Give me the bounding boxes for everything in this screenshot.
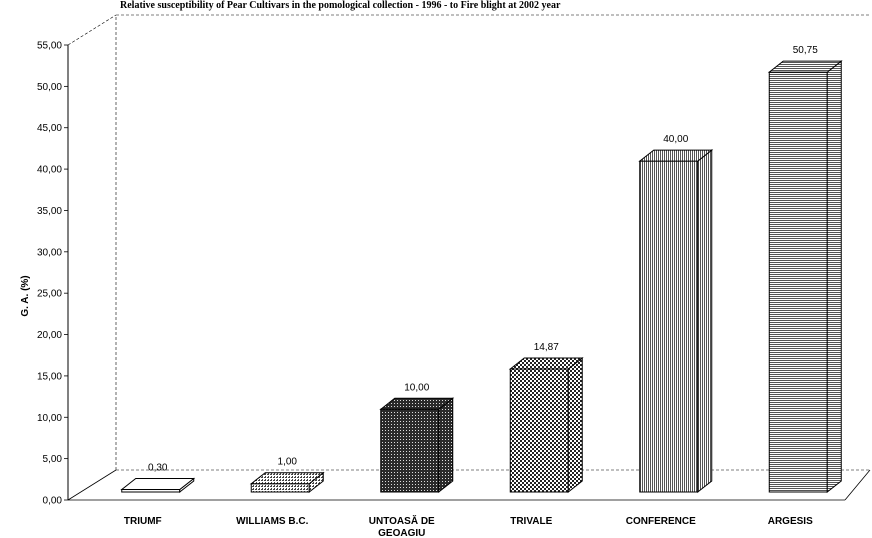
data-label: 10,00 [404,382,429,393]
chart-title: Relative susceptibility of Pear Cultivar… [120,0,561,11]
bar-side [826,60,842,494]
x-tick-label: UNTOASĂ DE GEOAGIU [369,514,435,538]
y-tick-label: 50,00 [37,82,62,93]
bar-top [379,397,455,410]
y-tick-label: 0,00 [43,496,63,507]
bar-front [639,160,699,493]
data-label: 0,30 [148,463,168,474]
x-tick-label: WILLIAMS B.C. [236,516,308,527]
bar-front [380,408,440,493]
x-tick-label: ARGESIS [768,516,813,527]
y-tick-label: 20,00 [37,330,62,341]
bar-side [697,149,713,494]
y-tick-label: 55,00 [37,41,62,52]
labels: 0,00 5,00 10,00 15,00 20,00 25,00 30,00 35,00 40… [37,41,818,538]
y-axis-label: G. A. (%) [20,275,31,317]
floor-right-edge [844,469,871,501]
y-tick-label: 40,00 [37,165,62,176]
floor-left-edge [67,469,117,501]
y-tick-label: 30,00 [37,247,62,258]
x-tick-label: TRIUMF [124,516,162,527]
bar-top [249,472,325,485]
bar-front [509,368,569,493]
y-tick-label: 25,00 [37,289,62,300]
y-tick-label: 5,00 [43,454,63,465]
bar-top [638,149,714,162]
data-label: 50,75 [793,45,818,56]
y-tick-label: 45,00 [37,123,62,134]
y-tick-label: 15,00 [37,371,62,382]
bar-front [250,483,310,493]
bar-side [438,397,454,494]
axes [64,14,871,501]
data-label: 1,00 [278,457,298,468]
data-label: 40,00 [663,134,688,145]
bar-front [768,71,828,493]
bar-side [567,356,583,494]
data-label: 14,87 [534,342,559,353]
bar-top [767,60,843,73]
x-tick-label: TRIVALE [510,516,552,527]
y-tick-label: 35,00 [37,206,62,217]
back-wall-top-left-edge [67,14,117,46]
bar-top [508,357,584,370]
y-tick-label: 10,00 [37,413,62,424]
bars [120,60,843,494]
x-tick-label: CONFERENCE [626,516,696,527]
bar-top [120,478,196,491]
